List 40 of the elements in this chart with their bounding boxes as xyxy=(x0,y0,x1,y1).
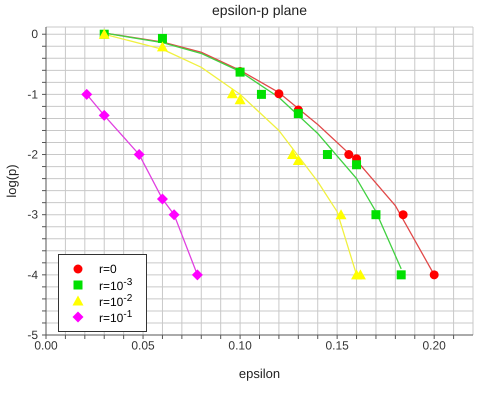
y-tick-label: -1 xyxy=(27,87,38,102)
point xyxy=(98,110,110,121)
point xyxy=(352,160,362,170)
x-tick-label: 0.15 xyxy=(325,338,350,353)
point xyxy=(336,209,347,220)
point xyxy=(292,155,304,166)
legend-label: r=0 xyxy=(99,262,117,276)
y-axis-title: log(p) xyxy=(4,164,19,198)
point xyxy=(371,210,380,220)
y-tick-label: -3 xyxy=(27,208,38,222)
chart-title: epsilon-p plane xyxy=(211,2,308,18)
point xyxy=(344,150,354,160)
legend-label: r=10$^{-3}$ xyxy=(99,277,132,293)
x-tick-label: 0.20 xyxy=(422,338,446,353)
point xyxy=(398,210,408,220)
point xyxy=(274,89,284,98)
point xyxy=(156,194,168,205)
x-tick-label: 0.10 xyxy=(228,338,252,353)
x-axis-title: epsilon xyxy=(238,366,280,381)
point xyxy=(322,150,332,160)
point xyxy=(134,149,145,160)
point xyxy=(234,94,246,104)
x-tick-label: 0.05 xyxy=(131,338,156,353)
point xyxy=(256,90,266,99)
y-tick-label: -2 xyxy=(27,148,38,162)
point xyxy=(294,109,303,118)
point xyxy=(158,34,167,43)
point xyxy=(168,209,180,220)
point xyxy=(354,269,366,280)
y-tick-label: -4 xyxy=(27,268,38,282)
point xyxy=(192,269,203,280)
legend-label: r=10$^{-2}$ xyxy=(99,293,132,309)
y-tick-label: 0 xyxy=(31,27,38,42)
point xyxy=(156,41,168,52)
legend-label: r=10$^{-1}$ xyxy=(99,309,132,325)
point xyxy=(396,270,406,280)
point xyxy=(81,88,92,100)
point xyxy=(430,270,439,280)
point xyxy=(226,88,238,98)
point xyxy=(286,149,298,160)
